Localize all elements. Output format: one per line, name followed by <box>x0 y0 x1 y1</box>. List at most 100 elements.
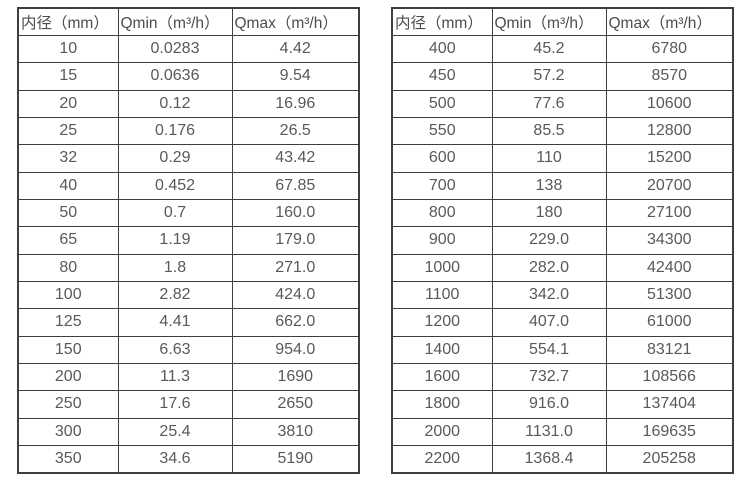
table-row: 600 110 15200 <box>391 144 734 173</box>
table-cell: 100 <box>17 280 119 310</box>
table-cell: 169635 <box>605 417 734 447</box>
table-cell: 137404 <box>605 390 734 419</box>
table-cell: 9.54 <box>231 62 360 91</box>
table-cell: 20700 <box>605 171 734 200</box>
table-cell: 27100 <box>605 198 734 228</box>
table-cell: 32 <box>17 144 119 173</box>
table-cell: 2200 <box>391 444 493 474</box>
table-cell: 45.2 <box>491 34 607 64</box>
table-cell: 6.63 <box>117 335 233 364</box>
table-cell: 3810 <box>231 417 360 447</box>
table-cell: 0.176 <box>117 116 233 146</box>
table-cell: 2.82 <box>117 280 233 310</box>
flow-table-small-diameters: 内径（mm） Qmin（m³/h） Qmax（m³/h） 10 0.0283 4.42 1… <box>17 7 360 474</box>
table-cell: 954.0 <box>231 335 360 364</box>
table-row: 250 17.6 2650 <box>17 390 360 419</box>
table-cell: 1100 <box>391 280 493 310</box>
table-cell: 77.6 <box>491 89 607 118</box>
table-cell: 83121 <box>605 335 734 364</box>
table-row: 2200 1368.4 205258 <box>391 444 734 474</box>
table-cell: 342.0 <box>491 280 607 310</box>
table-cell: 10 <box>17 34 119 64</box>
table-row: 15 0.0636 9.54 <box>17 62 360 91</box>
header-cell: 内径（mm） <box>391 7 493 36</box>
table-row: 1600 732.7 108566 <box>391 362 734 392</box>
header-cell: Qmax（m³/h） <box>231 7 360 36</box>
table-cell: 600 <box>391 144 493 173</box>
table-cell: 2650 <box>231 390 360 419</box>
table-row: 65 1.19 179.0 <box>17 226 360 255</box>
table-cell: 25.4 <box>117 417 233 447</box>
table-cell: 0.0283 <box>117 34 233 64</box>
table-cell: 800 <box>391 198 493 228</box>
table-cell: 180 <box>491 198 607 228</box>
table-cell: 26.5 <box>231 116 360 146</box>
table-row: 20 0.12 16.96 <box>17 89 360 118</box>
table-cell: 43.42 <box>231 144 360 173</box>
table-row: 500 77.6 10600 <box>391 89 734 118</box>
table-row: 2000 1131.0 169635 <box>391 417 734 447</box>
table-row: 800 180 27100 <box>391 198 734 228</box>
table-cell: 57.2 <box>491 62 607 91</box>
table-cell: 5190 <box>231 444 360 474</box>
table-row: 80 1.8 271.0 <box>17 253 360 282</box>
table-body: 10 0.0283 4.42 15 0.0636 9.54 20 0.12 16.96 25 0.1… <box>17 34 360 474</box>
table-row: 550 85.5 12800 <box>391 116 734 146</box>
table-cell: 80 <box>17 253 119 282</box>
table-row: 1400 554.1 83121 <box>391 335 734 364</box>
table-cell: 110 <box>491 144 607 173</box>
table-row: 1000 282.0 42400 <box>391 253 734 282</box>
table-cell: 20 <box>17 89 119 118</box>
table-cell: 108566 <box>605 362 734 392</box>
table-cell: 34.6 <box>117 444 233 474</box>
table-cell: 916.0 <box>491 390 607 419</box>
table-cell: 205258 <box>605 444 734 474</box>
table-row: 1200 407.0 61000 <box>391 308 734 337</box>
table-cell: 1368.4 <box>491 444 607 474</box>
table-cell: 0.452 <box>117 171 233 200</box>
table-cell: 67.85 <box>231 171 360 200</box>
table-cell: 1131.0 <box>491 417 607 447</box>
table-cell: 34300 <box>605 226 734 255</box>
table-row: 40 0.452 67.85 <box>17 171 360 200</box>
table-row: 200 11.3 1690 <box>17 362 360 392</box>
table-row: 400 45.2 6780 <box>391 34 734 64</box>
table-cell: 10600 <box>605 89 734 118</box>
table-cell: 51300 <box>605 280 734 310</box>
table-cell: 400 <box>391 34 493 64</box>
table-cell: 42400 <box>605 253 734 282</box>
table-cell: 0.29 <box>117 144 233 173</box>
table-cell: 282.0 <box>491 253 607 282</box>
table-cell: 662.0 <box>231 308 360 337</box>
table-row: 50 0.7 160.0 <box>17 198 360 228</box>
table-cell: 25 <box>17 116 119 146</box>
table-cell: 6780 <box>605 34 734 64</box>
table-row: 150 6.63 954.0 <box>17 335 360 364</box>
table-cell: 1000 <box>391 253 493 282</box>
table-cell: 1800 <box>391 390 493 419</box>
header-row: 内径（mm） Qmin（m³/h） Qmax（m³/h） <box>391 7 734 36</box>
table-row: 125 4.41 662.0 <box>17 308 360 337</box>
table-cell: 17.6 <box>117 390 233 419</box>
table-cell: 554.1 <box>491 335 607 364</box>
table-row: 1100 342.0 51300 <box>391 280 734 310</box>
table-cell: 150 <box>17 335 119 364</box>
table-cell: 4.41 <box>117 308 233 337</box>
table-cell: 0.12 <box>117 89 233 118</box>
table-cell: 732.7 <box>491 362 607 392</box>
table-cell: 450 <box>391 62 493 91</box>
table-cell: 65 <box>17 226 119 255</box>
table-cell: 16.96 <box>231 89 360 118</box>
table-row: 900 229.0 34300 <box>391 226 734 255</box>
table-cell: 138 <box>491 171 607 200</box>
table-cell: 2000 <box>391 417 493 447</box>
table-cell: 125 <box>17 308 119 337</box>
table-cell: 11.3 <box>117 362 233 392</box>
table-cell: 250 <box>17 390 119 419</box>
table-row: 32 0.29 43.42 <box>17 144 360 173</box>
table-cell: 1400 <box>391 335 493 364</box>
table-cell: 1.8 <box>117 253 233 282</box>
table-cell: 271.0 <box>231 253 360 282</box>
header-cell: Qmin（m³/h） <box>491 7 607 36</box>
